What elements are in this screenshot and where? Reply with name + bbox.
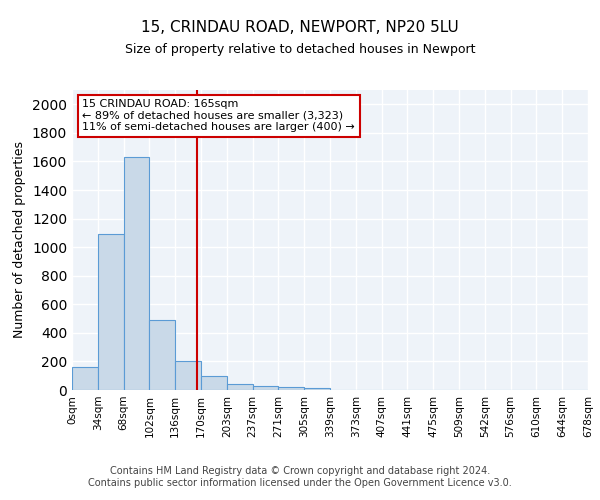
Text: Size of property relative to detached houses in Newport: Size of property relative to detached ho… (125, 42, 475, 56)
Bar (253, 386, 278, 390)
Text: Contains HM Land Registry data © Crown copyright and database right 2024.
Contai: Contains HM Land Registry data © Crown c… (88, 466, 512, 487)
Bar (227, 384, 253, 390)
Text: 15 CRINDAU ROAD: 165sqm
← 89% of detached houses are smaller (3,323)
11% of semi: 15 CRINDAU ROAD: 165sqm ← 89% of detache… (82, 99, 355, 132)
Bar (98, 234, 124, 390)
Bar (201, 376, 227, 390)
Y-axis label: Number of detached properties: Number of detached properties (13, 142, 26, 338)
Text: 15, CRINDAU ROAD, NEWPORT, NP20 5LU: 15, CRINDAU ROAD, NEWPORT, NP20 5LU (141, 20, 459, 35)
Bar (304, 388, 330, 390)
Bar (278, 387, 304, 390)
Bar (72, 367, 98, 390)
Bar (149, 320, 175, 390)
Bar (175, 362, 201, 390)
Bar (124, 157, 149, 390)
